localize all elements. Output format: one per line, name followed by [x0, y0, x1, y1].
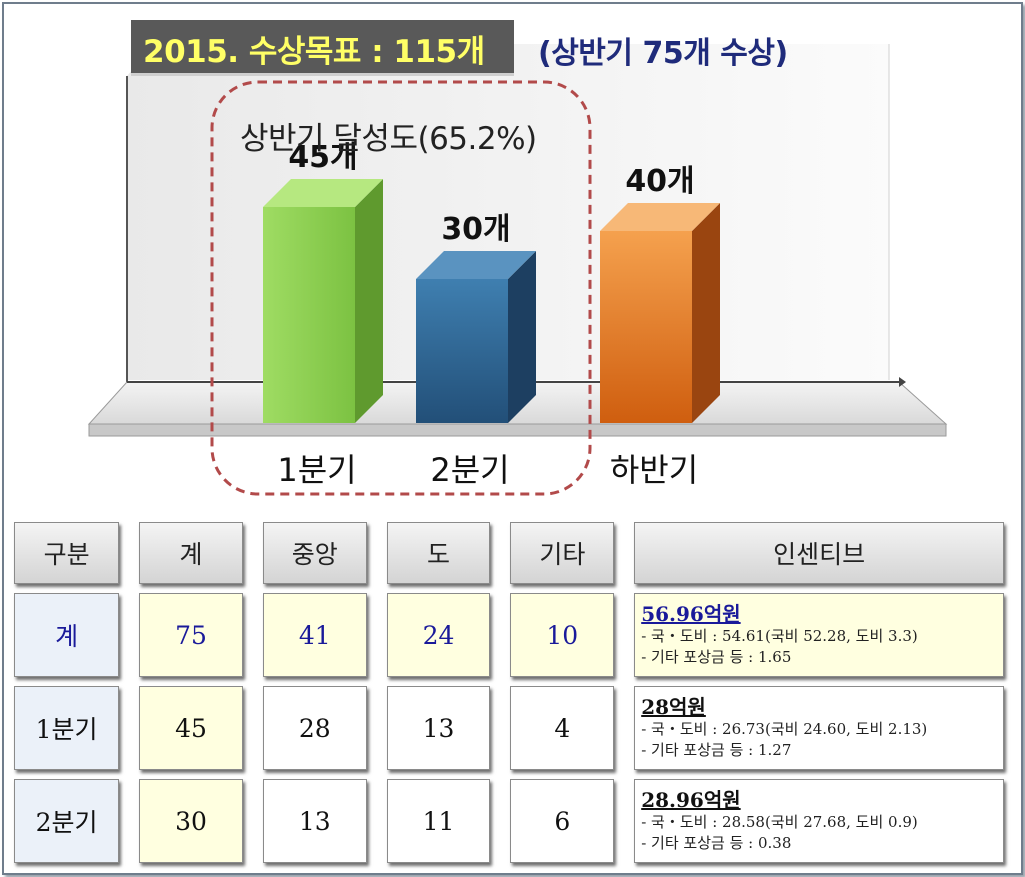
header-cell: 구분	[14, 522, 120, 584]
bar-1	[263, 179, 383, 423]
bar-top	[600, 203, 720, 231]
row-label: 계	[14, 593, 120, 677]
bar-side	[508, 251, 536, 423]
central-cell: 13	[262, 779, 367, 863]
header-cell: 도	[386, 522, 491, 584]
table-header-row: 구분 계 중앙 도 기타 인센티브	[14, 522, 1004, 584]
table-row: 계 75 41 24 10 56.96억원 - 국・도비 : 54.61(국비 …	[14, 593, 1004, 677]
central-cell: 28	[262, 686, 367, 770]
chart-floor-edge	[88, 423, 947, 437]
x-axis-arrow	[899, 377, 906, 387]
first-half-highlight-box	[210, 80, 592, 496]
other-cell: 10	[510, 593, 615, 677]
incentive-line: - 국・도비 : 54.61(국비 52.28, 도비 3.3)	[641, 627, 918, 645]
bar-front	[416, 279, 508, 423]
total-cell: 75	[139, 593, 243, 677]
total-cell: 45	[139, 686, 243, 770]
header-cell: 인센티브	[634, 522, 1004, 584]
header-cell: 기타	[510, 522, 615, 584]
summary-table: 구분 계 중앙 도 기타 인센티브 계 75 41 24 10 56.96억원 …	[4, 513, 1021, 872]
other-cell: 4	[510, 686, 615, 770]
chart-title: 2015. 수상목표 : 115개	[143, 34, 485, 70]
bar-top	[416, 251, 536, 279]
province-cell: 11	[386, 779, 491, 863]
x-tick-label: 2분기	[430, 451, 509, 489]
bar-top	[263, 179, 383, 207]
table-row: 1분기 45 28 13 4 28억원 - 국・도비 : 26.73(국비 24…	[14, 686, 1004, 770]
chart-subtitle: (상반기 75개 수상)	[538, 36, 788, 71]
province-cell: 24	[386, 593, 491, 677]
incentive-line: - 국・도비 : 28.58(국비 27.68, 도비 0.9)	[641, 813, 918, 831]
table-row: 2분기 30 13 11 6 28.96억원 - 국・도비 : 28.58(국비…	[14, 779, 1004, 863]
total-cell: 30	[139, 779, 243, 863]
incentive-line: - 기타 포상금 등 : 0.38	[641, 834, 792, 852]
bar-data-label: 40개	[625, 164, 694, 199]
other-cell: 6	[510, 779, 615, 863]
bar-data-label: 30개	[441, 212, 510, 247]
achievement-annotation: 상반기 달성도(65.2%)	[240, 121, 537, 157]
title-box	[131, 20, 514, 76]
incentive-cell: 56.96억원 - 국・도비 : 54.61(국비 52.28, 도비 3.3)…	[634, 593, 1004, 677]
summary-table-wrap: 구분 계 중앙 도 기타 인센티브 계 75 41 24 10 56.96억원 …	[14, 522, 1021, 872]
incentive-line: - 기타 포상금 등 : 1.65	[641, 648, 792, 666]
row-label: 1분기	[14, 686, 120, 770]
incentive-main: 56.96억원	[641, 602, 741, 626]
province-cell: 13	[386, 686, 491, 770]
bar-data-label: 45개	[288, 140, 357, 175]
bar-2	[416, 251, 536, 423]
incentive-line: - 기타 포상금 등 : 1.27	[641, 741, 792, 759]
header-cell: 계	[139, 522, 243, 584]
bar-side	[692, 203, 720, 423]
header-cell: 중앙	[262, 522, 367, 584]
incentive-main: 28억원	[641, 695, 706, 719]
incentive-cell: 28억원 - 국・도비 : 26.73(국비 24.60, 도비 2.13) -…	[634, 686, 1004, 770]
incentive-line: - 국・도비 : 26.73(국비 24.60, 도비 2.13)	[641, 720, 928, 738]
bar-front	[263, 207, 355, 423]
central-cell: 41	[262, 593, 367, 677]
incentive-main: 28.96억원	[641, 788, 741, 812]
x-tick-label: 하반기	[610, 451, 698, 489]
incentive-cell: 28.96억원 - 국・도비 : 28.58(국비 27.68, 도비 0.9)…	[634, 779, 1004, 863]
bar-3	[600, 203, 720, 423]
row-label: 2분기	[14, 779, 120, 863]
bar-side	[355, 179, 383, 423]
bar-front	[600, 231, 692, 423]
x-tick-label: 1분기	[277, 451, 356, 489]
